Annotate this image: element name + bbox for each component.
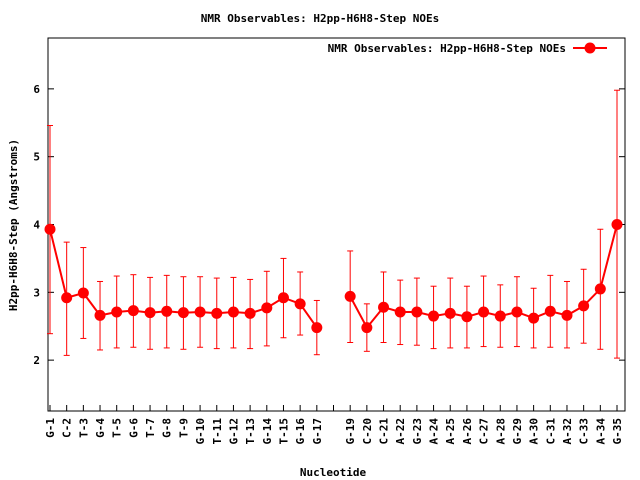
plot-frame	[47, 37, 626, 412]
data-point	[194, 306, 206, 318]
legend-label: NMR Observables: H2pp-H6H8-Step NOEs	[328, 42, 566, 55]
legend: NMR Observables: H2pp-H6H8-Step NOEs	[328, 42, 607, 55]
x-tick-label: G-23	[411, 418, 424, 445]
data-point	[594, 283, 606, 295]
data-point	[544, 305, 556, 317]
x-tick-label: T-13	[244, 418, 257, 445]
x-tick-label: G-4	[94, 418, 107, 438]
x-tick-label: T-7	[144, 418, 157, 438]
data-point	[277, 292, 289, 304]
data-point	[61, 292, 73, 304]
data-point	[261, 302, 273, 314]
legend-marker	[584, 42, 596, 54]
x-tick-label: G-6	[127, 418, 140, 438]
x-tick-label: G-10	[194, 418, 207, 445]
y-tick-label: 3	[33, 286, 40, 299]
data-point	[528, 312, 540, 324]
data-point	[244, 307, 256, 319]
data-point	[578, 300, 590, 312]
x-tick-label: T-9	[177, 418, 190, 438]
y-axis-label: H2pp-H6H8-Step (Angstroms)	[7, 139, 20, 311]
data-point	[111, 306, 123, 318]
x-tick-label: C-31	[544, 418, 557, 445]
x-tick-label: A-25	[444, 418, 457, 445]
data-point	[94, 309, 106, 321]
y-tick-label: 2	[33, 354, 40, 367]
data-point	[177, 307, 189, 319]
data-point	[161, 305, 173, 317]
data-point	[478, 306, 490, 318]
data-point	[127, 305, 139, 317]
data-point	[461, 311, 473, 323]
data-point	[428, 310, 440, 322]
data-point	[494, 310, 506, 322]
x-tick-label: A-22	[394, 418, 407, 445]
x-tick-label: G-19	[344, 418, 357, 445]
x-tick-label: G-14	[261, 418, 274, 445]
x-tick-label: G-35	[611, 418, 624, 445]
data-point	[511, 306, 523, 318]
data-point	[211, 307, 223, 319]
x-tick-label: A-32	[561, 418, 574, 445]
x-tick-label: A-24	[428, 418, 441, 445]
data-point	[611, 219, 623, 230]
x-tick-label: T-5	[111, 418, 124, 438]
data-point	[394, 306, 406, 318]
x-tick-label: C-33	[578, 418, 591, 445]
data-point	[444, 307, 456, 319]
x-tick-label: G-8	[161, 418, 174, 438]
data-point	[561, 309, 573, 321]
data-point	[411, 306, 423, 318]
data-point	[378, 301, 390, 313]
data-point	[294, 298, 306, 310]
x-tick-label: G-12	[227, 418, 240, 445]
x-tick-label: G-29	[511, 418, 524, 445]
y-tick-label: 4	[33, 219, 40, 232]
data-point	[361, 322, 373, 334]
data-point	[311, 322, 323, 334]
data-point	[227, 306, 239, 318]
x-tick-label: A-26	[461, 418, 474, 445]
x-axis-label: Nucleotide	[300, 466, 367, 479]
x-tick-label: T-15	[277, 418, 290, 445]
x-axis: G-1 C-2 T-3 G-4 T-5 G-6 T-7 G-8 T-9 G-10 T-11 G-12 T…	[44, 405, 624, 445]
data-point	[77, 287, 89, 299]
data-point	[344, 290, 356, 302]
x-tick-label: T-3	[77, 418, 90, 438]
y-axis: 2 3 4 5 6	[33, 83, 625, 367]
x-tick-label: C-27	[478, 418, 491, 445]
x-tick-label: G-1	[44, 418, 57, 438]
x-tick-label: G-17	[311, 418, 324, 445]
x-tick-label: A-34	[594, 418, 607, 445]
x-tick-label: C-20	[361, 418, 374, 445]
x-tick-label: A-30	[528, 418, 541, 445]
x-tick-label: C-21	[378, 418, 391, 445]
x-tick-label: C-2	[61, 418, 74, 438]
chart-title: NMR Observables: H2pp-H6H8-Step NOEs	[201, 12, 439, 25]
x-tick-label: G-16	[294, 418, 307, 445]
y-tick-label: 5	[33, 151, 40, 164]
y-tick-label: 6	[33, 83, 40, 96]
data-point	[144, 307, 156, 319]
x-tick-label: A-28	[494, 418, 507, 445]
x-tick-label: T-11	[211, 418, 224, 445]
data-points	[44, 219, 623, 334]
data-point	[44, 223, 56, 235]
